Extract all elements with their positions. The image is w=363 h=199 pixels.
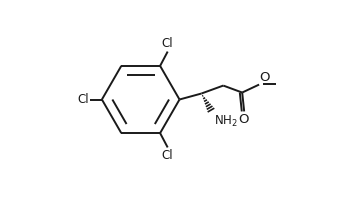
Text: O: O — [238, 113, 249, 126]
Text: Cl: Cl — [162, 149, 174, 162]
Text: NH$_2$: NH$_2$ — [214, 113, 238, 129]
Text: Cl: Cl — [162, 37, 174, 50]
Text: Cl: Cl — [78, 93, 89, 106]
Text: O: O — [260, 71, 270, 84]
